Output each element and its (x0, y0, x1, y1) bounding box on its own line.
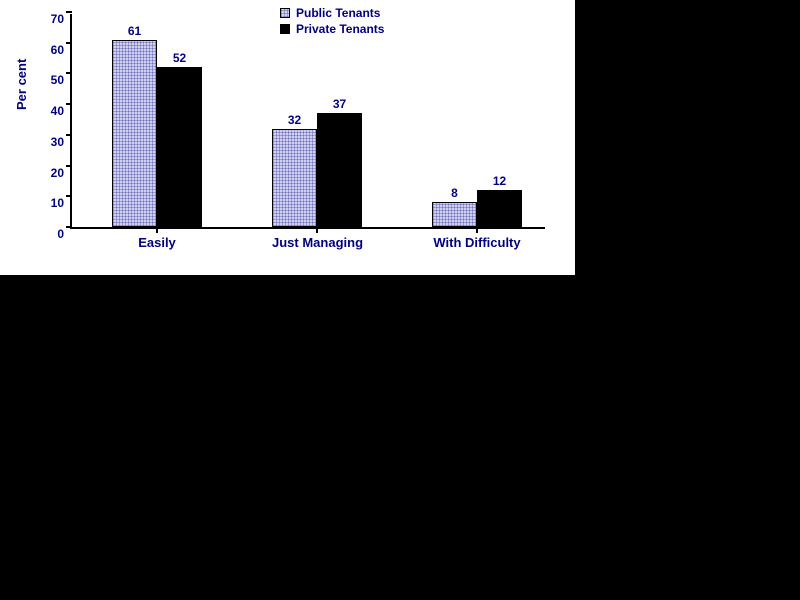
bar-easily-private: 52 (157, 67, 202, 227)
y-tick-mark (66, 195, 72, 197)
bar-just-managing-public: 32 (272, 129, 317, 227)
bar-value-label: 52 (173, 51, 186, 65)
y-tick-mark (66, 226, 72, 228)
y-tick-label: 0 (42, 227, 72, 241)
bar-value-label: 37 (333, 97, 346, 111)
y-tick-label: 30 (42, 135, 72, 149)
y-tick-label: 10 (42, 196, 72, 210)
bar-easily-public: 61 (112, 40, 157, 227)
y-axis-label: Per cent (14, 59, 29, 110)
bar-value-label: 12 (493, 174, 506, 188)
y-tick-mark (66, 72, 72, 74)
x-category-label: Just Managing (272, 227, 362, 250)
x-category-label: Easily (112, 227, 202, 250)
chart-panel: Public Tenants Private Tenants Per cent … (0, 0, 575, 275)
bar-with-difficulty-public: 8 (432, 202, 477, 227)
y-tick-label: 70 (42, 12, 72, 26)
bar-value-label: 61 (128, 24, 141, 38)
y-tick-label: 40 (42, 104, 72, 118)
y-tick-mark (66, 42, 72, 44)
bar-value-label: 8 (451, 186, 458, 200)
y-tick-label: 20 (42, 166, 72, 180)
y-tick-label: 60 (42, 43, 72, 57)
y-tick-mark (66, 11, 72, 13)
y-tick-mark (66, 165, 72, 167)
x-category-label: With Difficulty (432, 227, 522, 250)
y-tick-mark (66, 103, 72, 105)
plot-area: 0102030405060706152Easily3237Just Managi… (70, 14, 545, 229)
bar-just-managing-private: 37 (317, 113, 362, 227)
bar-with-difficulty-private: 12 (477, 190, 522, 227)
bar-value-label: 32 (288, 113, 301, 127)
y-tick-mark (66, 134, 72, 136)
y-tick-label: 50 (42, 73, 72, 87)
